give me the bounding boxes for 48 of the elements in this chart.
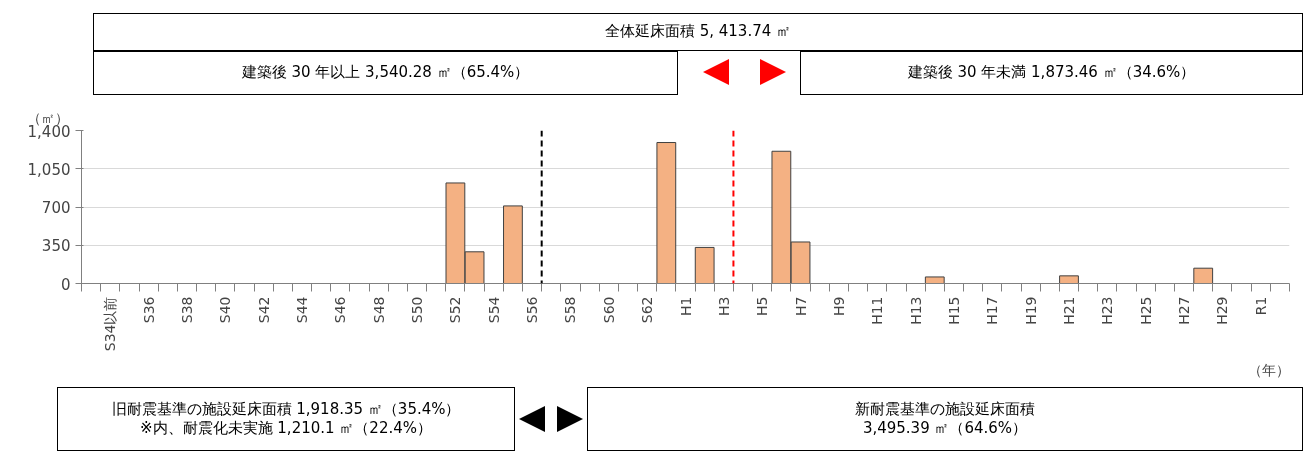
x-tick-label: S38 (178, 296, 195, 324)
x-tick-label: S54 (485, 296, 502, 324)
x-tick-label: H27 (1176, 296, 1193, 325)
x-tick-label: H25 (1137, 296, 1154, 325)
x-axis-title: （年） (1247, 361, 1290, 378)
x-tick-label: R1 (1252, 296, 1269, 316)
bar (924, 276, 945, 284)
x-tick-label: H19 (1022, 296, 1039, 325)
x-tick-label: H5 (754, 296, 771, 316)
bar (1059, 275, 1079, 284)
y-tick-label: 0 (60, 275, 71, 294)
x-tick-label: H21 (1060, 296, 1077, 325)
x-tick-label: H15 (945, 296, 962, 325)
y-axis-title: （㎡） (26, 109, 69, 126)
x-tick-label: H3 (715, 296, 732, 316)
text: 建築後 30 年未満 1,873.46 ㎡（34.6%） (800, 51, 1303, 95)
bar (503, 205, 523, 284)
x-tick-label: S60 (600, 296, 617, 324)
x-tick-label: H9 (830, 296, 847, 316)
text: 旧耐震基準の施設延床面積 1,918.35 ㎡（35.4%） ※内、耐震化未実施 1,210.1 ㎡（22.4%） (57, 387, 515, 451)
x-tick-label: S42 (255, 296, 272, 324)
y-tick-label: 1,050 (27, 160, 71, 179)
x-tick-label: S44 (294, 296, 311, 324)
x-tick-label: H17 (984, 296, 1001, 325)
x-tick-label: S62 (639, 296, 656, 324)
x-tick-label: S56 (524, 296, 541, 324)
x-tick-label: H23 (1099, 296, 1116, 325)
text: 建築後 30 年以上 3,540.28 ㎡（65.4%） (93, 51, 678, 95)
x-tick-label: S58 (562, 296, 579, 324)
x-tick-label: S36 (140, 296, 157, 324)
x-tick-label: S34以前 (102, 296, 119, 352)
x-tick-label: S52 (447, 296, 464, 324)
text: 全体延床面積 5, 413.74 ㎡ (93, 13, 1303, 51)
x-tick-label: H11 (869, 296, 886, 325)
bar (1193, 267, 1214, 284)
x-tick-label: H29 (1214, 296, 1231, 325)
x-tick-label: H7 (792, 296, 809, 316)
x-tick-label: S48 (370, 296, 387, 324)
text: 新耐震基準の施設延床面積 3,495.39 ㎡（64.6%） (587, 387, 1303, 451)
x-tick-label: S46 (332, 296, 349, 324)
y-tick-label: 350 (41, 237, 71, 256)
bar (656, 142, 677, 284)
x-tick-label: S40 (217, 296, 234, 324)
bar (694, 246, 715, 284)
x-tick-label: S50 (409, 296, 426, 324)
x-tick-label: H1 (677, 296, 694, 316)
x-tick-label: H13 (907, 296, 924, 325)
y-tick-label: 700 (41, 199, 71, 217)
